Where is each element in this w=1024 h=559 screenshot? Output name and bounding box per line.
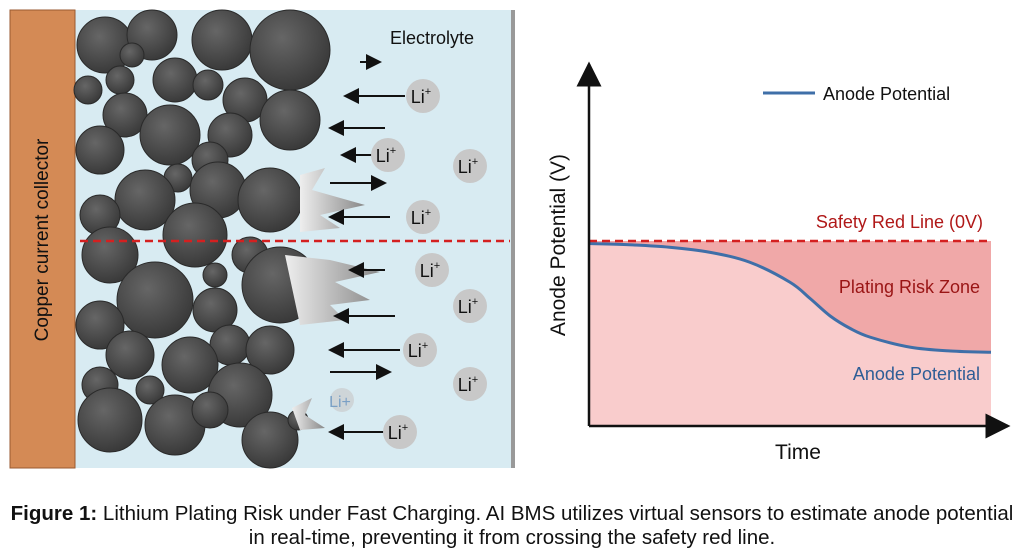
copper-current-collector: [9, 9, 76, 469]
ion-circle: [406, 79, 440, 113]
ion-circle: [403, 333, 437, 367]
graphite-particle: [202, 262, 228, 288]
separator: [511, 10, 515, 468]
ion-circle: [383, 415, 417, 449]
graphite-particle: [105, 65, 135, 95]
graphite-particle: [75, 300, 125, 350]
lithium-ion: Li+: [415, 253, 449, 287]
ion-label: Li+: [329, 394, 351, 411]
graphite-particle: [241, 411, 299, 469]
lithium-ion: Li+: [453, 289, 487, 323]
lithium-ion: Li+: [383, 415, 417, 449]
caption-label: Figure 1:: [10, 502, 98, 525]
collector-label: Copper current collector: [32, 138, 53, 341]
graphite-particle: [105, 330, 155, 380]
plating-risk-zone: [589, 241, 991, 353]
ion-charge: +: [472, 374, 478, 386]
ion-circle: [453, 289, 487, 323]
ion-circle: [415, 253, 449, 287]
figure-canvas: Copper current collector Electrolyte Li+…: [9, 9, 1011, 469]
anode-potential-line: [588, 242, 992, 354]
safety-line-label: Safety Red Line (0V): [816, 212, 983, 232]
lithium-ion: Li+: [403, 333, 437, 367]
graphite-particle: [191, 9, 253, 71]
graphite-particle: [119, 42, 145, 68]
graphite-particles: [73, 9, 331, 469]
lithium-ion: Li+: [406, 200, 440, 234]
graphite-particle: [75, 125, 125, 175]
graphite-particle: [77, 387, 143, 453]
ion-charge: +: [425, 86, 431, 98]
plating-zone-label: Plating Risk Zone: [839, 277, 980, 297]
electrolyte-label: Electrolyte: [390, 28, 474, 48]
anode-potential-chart: Time Anode Potential (V) Anode Potential Sa…: [547, 61, 1011, 464]
graphite-particle: [135, 375, 165, 405]
ion-charge: +: [402, 422, 408, 434]
graphite-particle: [139, 104, 201, 166]
dendrite: [300, 168, 365, 232]
ion-charge: +: [422, 340, 428, 352]
graphite-particle: [192, 69, 224, 101]
ion-circle: [330, 388, 354, 412]
lithium-ion: Li+: [371, 138, 405, 172]
ion-charge: +: [390, 145, 396, 157]
ion-circle: [453, 367, 487, 401]
graphite-particle: [152, 57, 198, 103]
graphite-particle: [114, 169, 176, 231]
graphite-particle: [161, 336, 219, 394]
graphite-particle: [162, 202, 228, 268]
ion-charge: +: [472, 296, 478, 308]
series-label: Anode Potential: [853, 364, 980, 384]
ion-charge: +: [434, 260, 440, 272]
lithium-ion: Li+: [453, 367, 487, 401]
ion-circle: [453, 149, 487, 183]
graphite-particle: [259, 89, 321, 151]
dendrite: [292, 398, 325, 430]
lithium-ion: Li+: [406, 79, 440, 113]
ion-circle: [406, 200, 440, 234]
caption-text: Lithium Plating Risk under Fast Charging…: [97, 502, 1014, 549]
ion-flow-arrows: [328, 54, 405, 440]
graphite-particle: [237, 167, 303, 233]
ion-charge: +: [425, 207, 431, 219]
graphite-particle: [249, 9, 331, 91]
graphite-particle: [73, 75, 103, 105]
lithium-ions: Li+Li+Li+Li+Li+Li+Li+Li+Li+Li+: [329, 79, 487, 449]
lithium-ion-plating: Li+: [329, 388, 354, 412]
y-axis-label: Anode Potential (V): [547, 154, 570, 336]
graphite-particle: [245, 325, 295, 375]
graphite-particle: [116, 261, 194, 339]
legend-label: Anode Potential: [823, 84, 950, 104]
ion-charge: +: [472, 156, 478, 168]
ion-circle: [371, 138, 405, 172]
graphite-particle: [191, 391, 229, 429]
lithium-ion: Li+: [453, 149, 487, 183]
x-axis-label: Time: [775, 441, 821, 464]
figure-caption: Figure 1: Lithium Plating Risk under Fas…: [0, 502, 1024, 550]
